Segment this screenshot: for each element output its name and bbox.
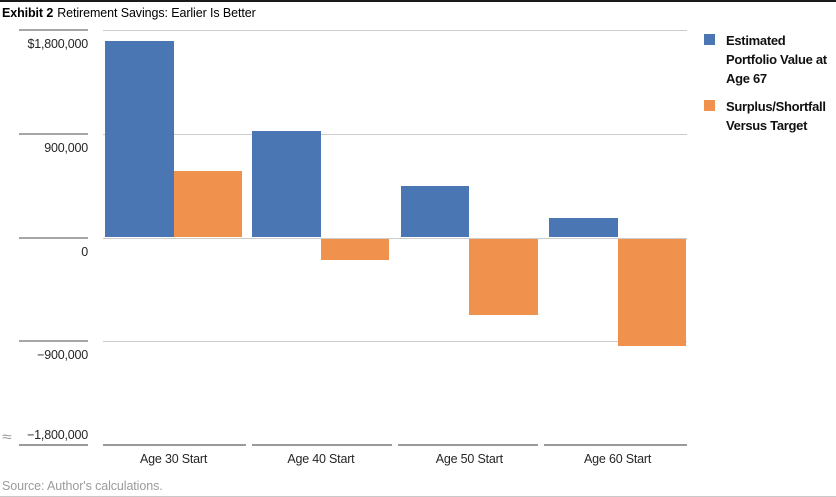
y-tick-label: 900,000 (44, 140, 88, 155)
gridline (103, 133, 687, 135)
y-axis-tick (19, 132, 88, 135)
gridline (103, 237, 687, 239)
legend-swatch-icon (704, 100, 715, 111)
legend-item: Surplus/Shortfall Versus Target (704, 97, 827, 135)
exhibit-title: Exhibit 2 Retirement Savings: Earlier Is … (2, 6, 256, 20)
x-axis-segment (103, 443, 246, 446)
axis-break-icon: ≈ (2, 429, 12, 444)
bar (320, 238, 390, 261)
y-tick-label: −900,000 (37, 348, 88, 363)
bar (252, 131, 321, 238)
legend-label: Surplus/Shortfall Versus Target (726, 99, 826, 133)
gridline (103, 29, 687, 31)
y-axis-tick (19, 340, 88, 343)
y-tick-label: $1,800,000 (27, 36, 88, 51)
bar (400, 185, 470, 238)
y-axis-tick (19, 236, 88, 239)
bar (105, 41, 174, 238)
y-axis-tick (19, 28, 88, 31)
legend-item: Estimated Portfolio Value at Age 67 (704, 31, 827, 88)
category-label: Age 30 Start (140, 452, 208, 466)
y-axis-tick (19, 443, 88, 446)
bar (469, 238, 538, 316)
chart-legend: Estimated Portfolio Value at Age 67 Surpl… (704, 31, 827, 135)
bar (549, 218, 618, 238)
bar (173, 170, 243, 238)
bar (617, 238, 687, 346)
x-axis-segment (398, 443, 538, 446)
category-label: Age 60 Start (584, 452, 652, 466)
y-tick-label: 0 (81, 244, 88, 259)
page-title: Retirement Savings: Earlier Is Better (57, 6, 256, 20)
category-label: Age 50 Start (435, 452, 503, 466)
exhibit-label: Exhibit 2 (2, 6, 54, 20)
legend-label: Estimated Portfolio Value at Age 67 (726, 33, 827, 86)
y-tick-label: −1,800,000 (27, 428, 88, 443)
category-label: Age 40 Start (287, 452, 355, 466)
legend-swatch-icon (704, 34, 715, 45)
x-axis-segment (544, 443, 687, 446)
x-axis-segment (252, 443, 392, 446)
gridline (103, 341, 687, 343)
source-note: Source: Author's calculations. (2, 479, 163, 493)
